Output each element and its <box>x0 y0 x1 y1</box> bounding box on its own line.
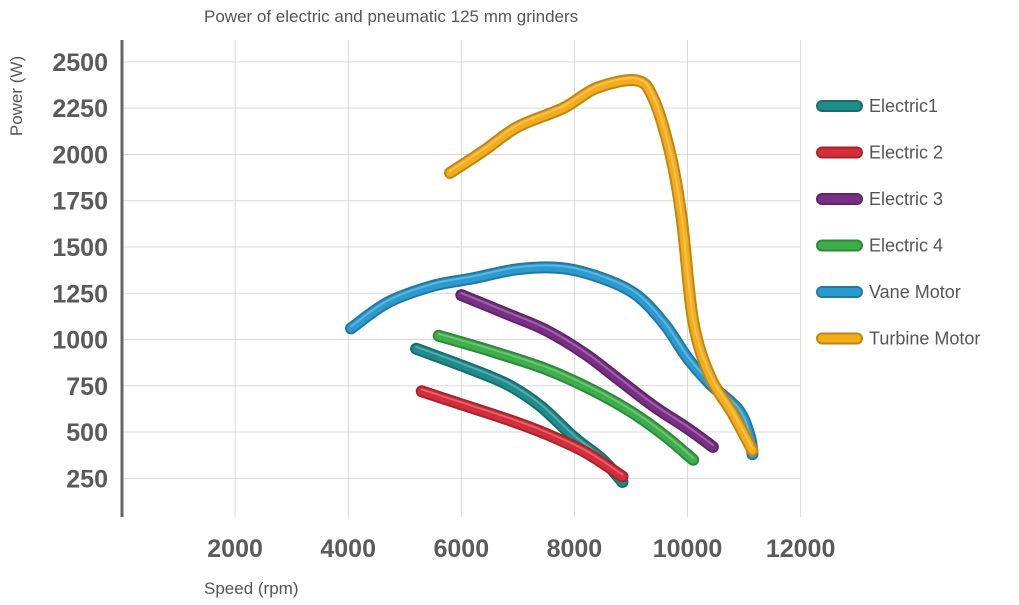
legend-item-electric-2: Electric 2 <box>816 143 943 163</box>
x-tick-label: 10000 <box>653 535 723 563</box>
y-tick-label: 1250 <box>52 280 108 308</box>
legend-item-turbine-motor: Turbine Motor <box>816 329 980 349</box>
legend-label: Electric1 <box>869 96 938 116</box>
legend-label: Electric 2 <box>869 143 943 163</box>
series-line-highlight <box>437 332 695 459</box>
legend-label: Vane Motor <box>869 282 961 302</box>
x-tick-label: 2000 <box>207 535 263 563</box>
series-line-highlight <box>420 388 624 476</box>
series-line-highlight <box>350 264 754 454</box>
y-tick-label: 750 <box>66 373 108 401</box>
y-tick-label: 2000 <box>52 141 108 169</box>
legend: Electric1 Electric 2 Electric 3 Electric 4 V… <box>816 96 980 349</box>
legend-label: Electric 4 <box>869 236 943 256</box>
x-axis-label: Speed (rpm) <box>204 579 298 598</box>
axes <box>120 40 1000 519</box>
legend-item-electric1: Electric1 <box>816 96 938 116</box>
series-lines <box>345 74 759 488</box>
series-vane-motor <box>345 261 759 461</box>
series-electric-4 <box>432 329 700 466</box>
series-line <box>457 291 717 451</box>
series-line <box>347 263 757 459</box>
tick-labels: 2000 4000 6000 8000 10000 12000 250 500 750 1000 1… <box>52 49 835 563</box>
y-tick-label: 1000 <box>52 327 108 355</box>
x-tick-label: 6000 <box>433 535 489 563</box>
series-electric-2 <box>415 385 629 483</box>
legend-item-vane-motor: Vane Motor <box>816 282 961 302</box>
series-line <box>446 76 757 455</box>
x-tick-label: 12000 <box>766 535 836 563</box>
y-tick-label: 1750 <box>52 188 108 216</box>
series-line-highlight <box>460 292 714 446</box>
x-tick-label: 8000 <box>547 535 603 563</box>
legend-label: Electric 3 <box>869 189 943 209</box>
legend-item-electric-3: Electric 3 <box>816 189 943 209</box>
legend-label: Turbine Motor <box>869 329 980 349</box>
chart-title: Power of electric and pneumatic 125 mm g… <box>204 7 578 26</box>
y-tick-label: 250 <box>66 465 108 493</box>
y-tick-label: 2500 <box>52 49 108 77</box>
y-tick-label: 1500 <box>52 234 108 262</box>
series-line <box>417 387 627 481</box>
y-axis-label: Power (W) <box>7 56 26 136</box>
series-turbine-motor <box>444 74 759 457</box>
series-line-highlight <box>449 77 754 450</box>
x-tick-label: 4000 <box>320 535 376 563</box>
legend-item-electric-4: Electric 4 <box>816 236 943 256</box>
series-electric-3 <box>455 289 719 453</box>
series-line <box>434 331 698 464</box>
y-tick-label: 500 <box>66 419 108 447</box>
y-tick-label: 2250 <box>52 95 108 123</box>
